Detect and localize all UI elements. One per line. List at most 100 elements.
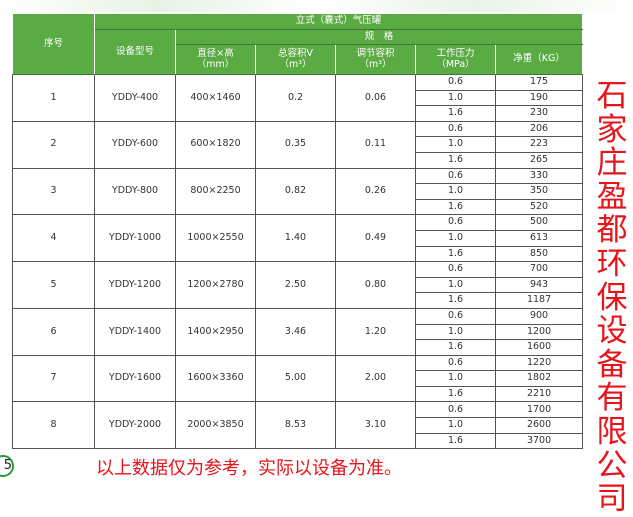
cell-size: 1400×2950 bbox=[175, 307, 256, 356]
cell-total: 1.40 bbox=[255, 214, 336, 263]
cell-weight: 700 bbox=[494, 261, 584, 278]
table-row: 1.0 190 bbox=[13, 89, 584, 107]
cell-no: 3 bbox=[12, 167, 95, 216]
header-size: 直径×高 （mm） bbox=[175, 44, 256, 75]
table-row: 1.6 520 bbox=[13, 198, 584, 216]
cell-pressure: 1.0 bbox=[415, 183, 496, 200]
cell-model: YDDY-600 bbox=[94, 120, 176, 169]
cell-pressure: 0.6 bbox=[415, 261, 496, 278]
cell-weight: 1802 bbox=[494, 370, 584, 387]
cell-adjust: 2.00 bbox=[335, 354, 416, 403]
cell-pressure: 1.0 bbox=[415, 370, 496, 387]
table-title: 立式（囊式）气压罐 bbox=[93, 13, 584, 30]
table-row: 3 YDDY-800 800×2250 0.82 0.26 0.6 330 bbox=[12, 167, 584, 216]
table-row: 1 YDDY-400 400×1460 0.2 0.06 0.6 175 bbox=[12, 74, 584, 122]
company-name: 石家庄盈都环保设备有限公司 bbox=[596, 78, 628, 517]
cell-adjust: 3.10 bbox=[335, 401, 416, 450]
cell-pressure: 1.6 bbox=[415, 198, 496, 216]
cell-adjust: 0.26 bbox=[335, 167, 416, 216]
header-weight: 净重（KG） bbox=[494, 44, 584, 75]
table-row: 1.0 350 bbox=[13, 183, 584, 200]
header-total-volume: 总容积V （m³） bbox=[255, 44, 336, 75]
cell-pressure: 0.6 bbox=[415, 167, 496, 185]
cell-pressure: 0.6 bbox=[415, 214, 496, 231]
cell-pressure: 0.6 bbox=[415, 401, 496, 419]
cell-pressure: 1.6 bbox=[415, 385, 496, 403]
cell-weight: 223 bbox=[494, 136, 584, 153]
header-pressure: 工作压力 （MPa） bbox=[415, 44, 496, 75]
cell-pressure: 1.0 bbox=[415, 323, 496, 341]
cell-model: YDDY-1000 bbox=[94, 214, 176, 263]
table-row: 2 YDDY-600 600×1820 0.35 0.11 0.6 206 bbox=[12, 120, 584, 169]
cell-pressure: 1.6 bbox=[415, 151, 496, 169]
cell-no: 6 bbox=[12, 307, 95, 356]
cell-pressure: 1.0 bbox=[415, 89, 496, 107]
cell-no: 7 bbox=[12, 354, 95, 403]
cell-size: 1200×2780 bbox=[175, 261, 256, 309]
table-row: 1.6 265 bbox=[13, 151, 584, 169]
cell-weight: 1187 bbox=[494, 292, 584, 309]
header-no: 序号 bbox=[12, 13, 95, 75]
cell-size: 1600×3360 bbox=[175, 354, 256, 403]
spec-table: 序号 立式（囊式）气压罐 设备型号规 格 直径×高 （mm） 总容积V （m³） … bbox=[12, 13, 584, 450]
cell-weight: 943 bbox=[494, 276, 584, 294]
cell-weight: 3700 bbox=[494, 432, 584, 450]
cell-adjust: 0.80 bbox=[335, 261, 416, 309]
cell-weight: 350 bbox=[494, 183, 584, 200]
cell-no: 2 bbox=[12, 120, 95, 169]
table-row: 1.6 1600 bbox=[13, 339, 584, 356]
cell-pressure: 1.6 bbox=[415, 339, 496, 356]
cell-model: YDDY-1400 bbox=[94, 307, 176, 356]
table-row: 1.0 1200 bbox=[13, 323, 584, 341]
cell-weight: 190 bbox=[494, 89, 584, 107]
cell-pressure: 0.6 bbox=[415, 120, 496, 138]
cell-pressure: 1.0 bbox=[415, 136, 496, 153]
cell-pressure: 1.0 bbox=[415, 229, 496, 247]
background-decoration bbox=[0, 0, 633, 12]
cell-adjust: 0.11 bbox=[335, 120, 416, 169]
table-row: 5 YDDY-1200 1200×2780 2.50 0.80 0.6 700 bbox=[12, 261, 584, 309]
cell-pressure: 1.0 bbox=[415, 276, 496, 294]
cell-pressure: 1.6 bbox=[415, 245, 496, 263]
cell-pressure: 0.6 bbox=[415, 307, 496, 325]
header-spec: 规 格 bbox=[174, 29, 584, 45]
cell-weight: 1600 bbox=[494, 339, 584, 356]
cell-no: 1 bbox=[12, 74, 95, 122]
cell-total: 8.53 bbox=[255, 401, 336, 450]
cell-no: 4 bbox=[12, 214, 95, 263]
cell-total: 0.35 bbox=[255, 120, 336, 169]
cell-size: 2000×3850 bbox=[175, 401, 256, 450]
cell-weight: 230 bbox=[494, 105, 584, 122]
cell-no: 8 bbox=[12, 401, 95, 450]
cell-weight: 1700 bbox=[494, 401, 584, 419]
cell-pressure: 0.6 bbox=[415, 74, 496, 91]
cell-total: 3.46 bbox=[255, 307, 336, 356]
cell-model: YDDY-800 bbox=[94, 167, 176, 216]
cell-weight: 1200 bbox=[494, 323, 584, 341]
header-model: 设备型号 bbox=[94, 29, 176, 75]
cell-weight: 613 bbox=[494, 229, 584, 247]
cell-pressure: 1.6 bbox=[415, 292, 496, 309]
cell-size: 1000×2550 bbox=[175, 214, 256, 263]
cell-weight: 850 bbox=[494, 245, 584, 263]
cell-weight: 265 bbox=[494, 151, 584, 169]
cell-total: 0.2 bbox=[255, 74, 336, 122]
cell-pressure: 1.6 bbox=[415, 105, 496, 122]
table-row: 1.0 943 bbox=[13, 276, 584, 294]
cell-model: YDDY-2000 bbox=[94, 401, 176, 450]
cell-total: 2.50 bbox=[255, 261, 336, 309]
table-row: 7 YDDY-1600 1600×3360 5.00 2.00 0.6 1220 bbox=[12, 354, 584, 403]
cell-pressure: 1.6 bbox=[415, 432, 496, 450]
cell-adjust: 0.06 bbox=[335, 74, 416, 122]
table-row: 1.6 3700 bbox=[13, 432, 584, 450]
cell-size: 400×1460 bbox=[175, 74, 256, 122]
cell-weight: 500 bbox=[494, 214, 584, 231]
cell-weight: 1220 bbox=[494, 354, 584, 372]
cell-weight: 2210 bbox=[494, 385, 584, 403]
cell-pressure: 0.6 bbox=[415, 354, 496, 372]
cell-size: 600×1820 bbox=[175, 120, 256, 169]
table-row: 1.6 230 bbox=[13, 105, 584, 122]
cell-total: 5.00 bbox=[255, 354, 336, 403]
table-row: 6 YDDY-1400 1400×2950 3.46 1.20 0.6 900 bbox=[12, 307, 584, 356]
cell-weight: 175 bbox=[494, 74, 584, 91]
